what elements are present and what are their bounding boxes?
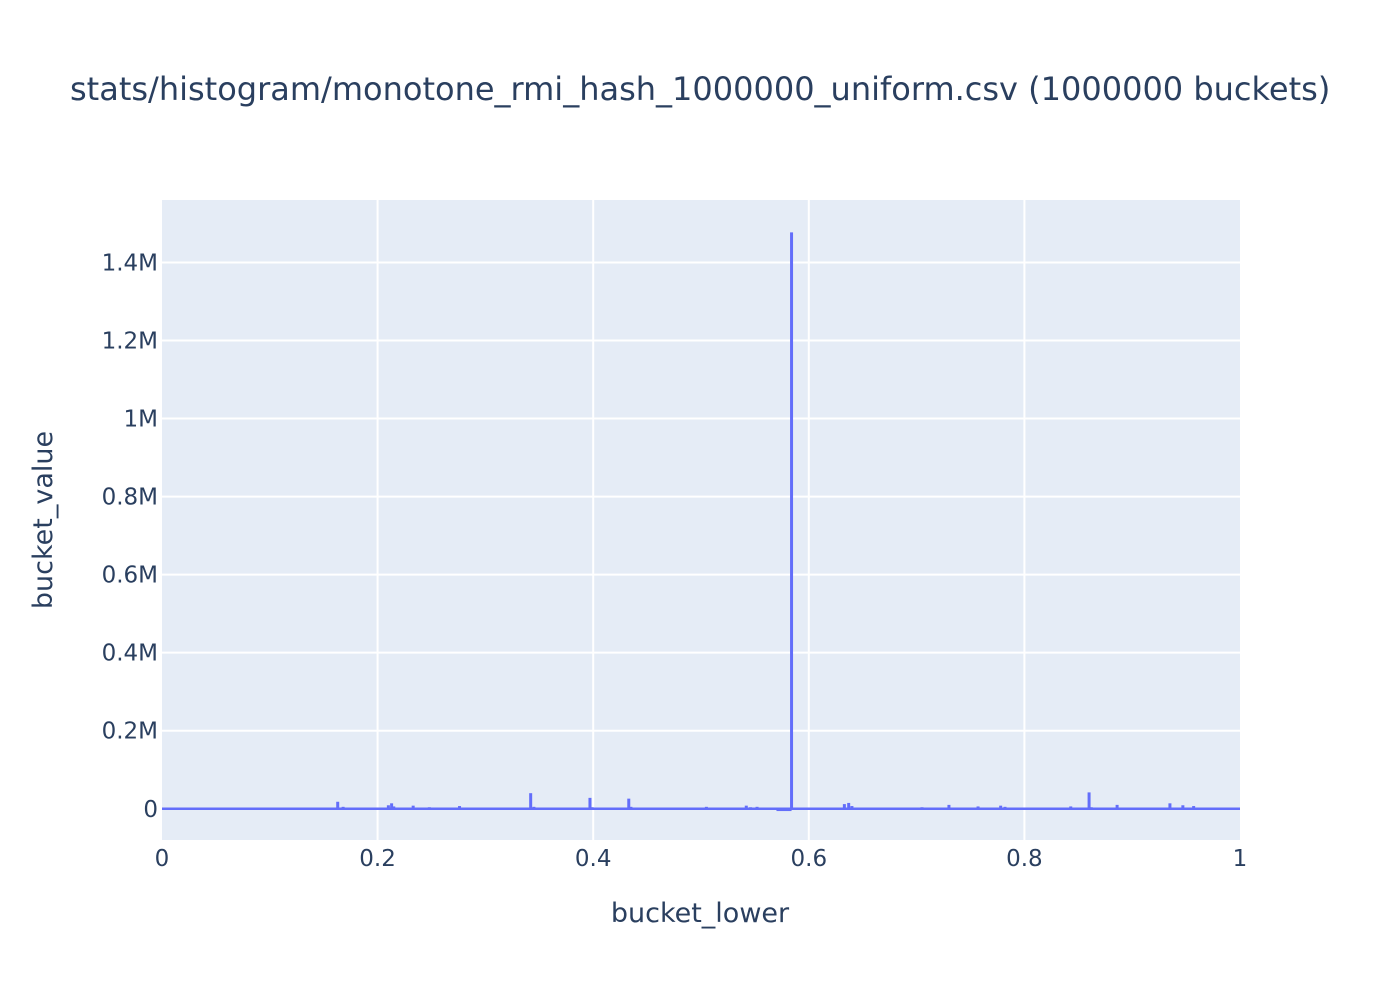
x-tick-label: 0.2 bbox=[359, 846, 396, 872]
y-tick-label: 1M bbox=[124, 407, 158, 433]
x-tick-label: 0.4 bbox=[575, 846, 612, 872]
plot-area bbox=[162, 200, 1240, 840]
x-tick-label: 0.6 bbox=[791, 846, 828, 872]
x-tick-label: 0 bbox=[155, 846, 170, 872]
y-tick-label: 1.4M bbox=[102, 250, 158, 276]
y-tick-label: 0.8M bbox=[102, 485, 158, 511]
y-tick-label: 0 bbox=[143, 797, 158, 823]
x-axis-title: bucket_lower bbox=[611, 898, 790, 929]
y-tick-label: 0.6M bbox=[102, 563, 158, 589]
y-tick-label: 1.2M bbox=[102, 328, 158, 354]
y-tick-label: 0.2M bbox=[102, 719, 158, 745]
tick-labels: 0 0.2 0.4 0.6 0.8 1 0 0.2M 0.4M 0.6M 0.8M 1M 1.2M 1.4… bbox=[102, 250, 1248, 872]
y-tick-label: 0.4M bbox=[102, 641, 158, 667]
data-marks bbox=[162, 232, 1240, 812]
y-axis-title: bucket_value bbox=[28, 431, 59, 609]
x-tick-label: 0.8 bbox=[1006, 846, 1043, 872]
x-tick-label: 1 bbox=[1233, 846, 1248, 872]
chart-title: stats/histogram/monotone_rmi_hash_100000… bbox=[70, 70, 1330, 108]
